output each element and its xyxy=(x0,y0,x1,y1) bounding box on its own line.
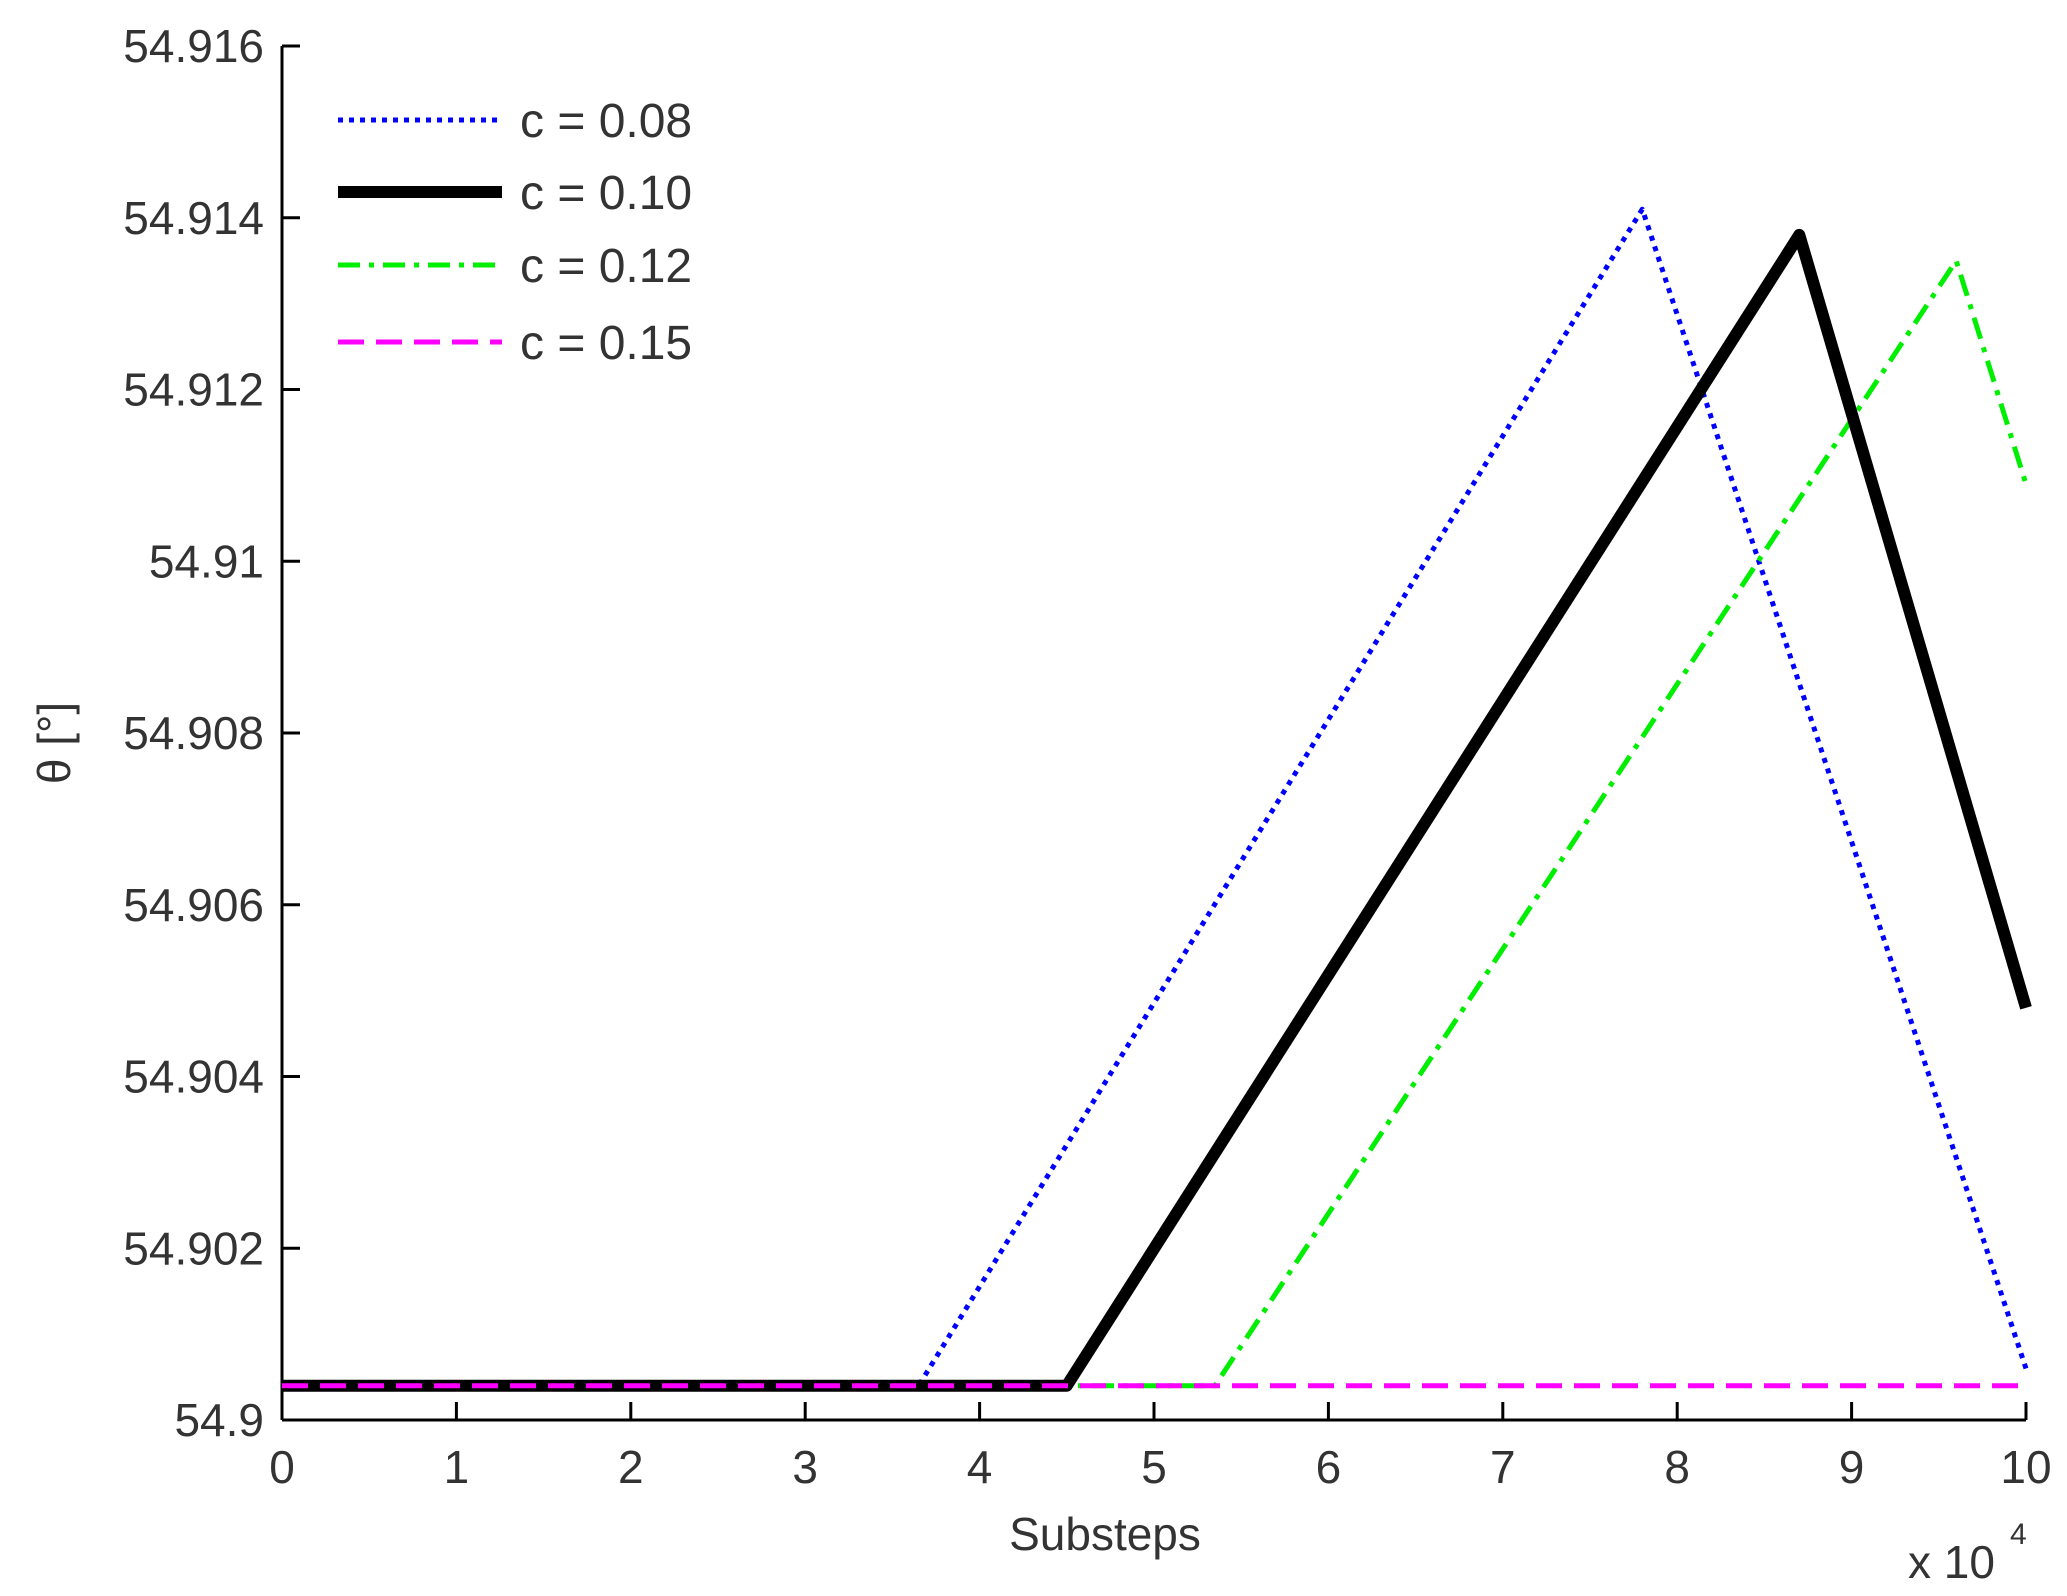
legend-label-3: c = 0.12 xyxy=(520,240,692,293)
series-line-3 xyxy=(282,258,2029,1389)
x-tick-label: 6 xyxy=(1316,1441,1342,1493)
series-layer xyxy=(282,206,2032,1392)
x-multiplier-exponent: 4 xyxy=(2010,1518,2027,1551)
y-tick-label: 54.91 xyxy=(149,535,264,587)
y-tick-label: 54.914 xyxy=(123,192,264,244)
x-tick-label: 1 xyxy=(444,1441,470,1493)
y-tick-label: 54.9 xyxy=(174,1394,264,1446)
x-tick-label: 2 xyxy=(618,1441,644,1493)
x-tick-label: 3 xyxy=(792,1441,818,1493)
y-tick-label: 54.904 xyxy=(123,1051,264,1103)
x-multiplier-base: x 10 xyxy=(1908,1536,1995,1588)
axes: 0 1 2 3 4 5 6 7 8 9 10 54.9 54.902 54.904 54.906 54.908… xyxy=(123,20,2051,1493)
x-tick-label: 9 xyxy=(1839,1441,1865,1493)
legend-label-4: c = 0.15 xyxy=(520,317,692,370)
y-axis-label: θ [°] xyxy=(28,702,80,784)
legend-label-2: c = 0.10 xyxy=(520,167,692,220)
y-tick-label: 54.906 xyxy=(123,879,264,931)
y-tick-label: 54.902 xyxy=(123,1222,264,1274)
y-tick-label: 54.912 xyxy=(123,364,264,416)
x-tick-label: 7 xyxy=(1490,1441,1516,1493)
x-tick-label: 8 xyxy=(1664,1441,1690,1493)
y-tick-label: 54.916 xyxy=(123,20,264,72)
x-tick-label: 5 xyxy=(1141,1441,1167,1493)
y-tick-label: 54.908 xyxy=(123,707,264,759)
x-multiplier: x 10 4 xyxy=(1908,1518,2027,1588)
x-tick-label: 0 xyxy=(269,1441,295,1493)
legend: c = 0.08 c = 0.10 c = 0.12 c = 0.15 xyxy=(338,95,692,370)
x-tick-label: 4 xyxy=(967,1441,993,1493)
series-line-1 xyxy=(282,206,2029,1389)
series-line-2 xyxy=(282,228,2032,1392)
x-tick-label: 10 xyxy=(2000,1441,2051,1493)
legend-label-1: c = 0.08 xyxy=(520,95,692,148)
x-axis-label: Substeps xyxy=(1009,1508,1201,1560)
